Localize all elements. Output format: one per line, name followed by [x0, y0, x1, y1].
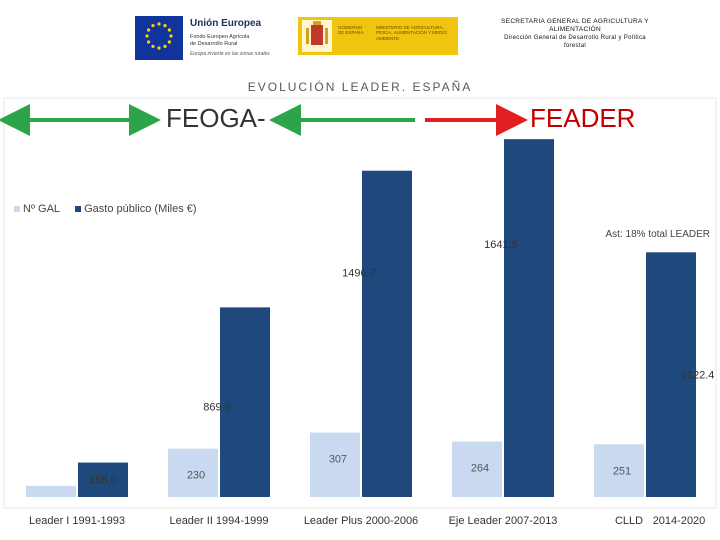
data-label-gal: 251: [613, 465, 631, 477]
ministry-line-4: forestal: [563, 42, 587, 49]
eu-title: Unión Europea: [190, 18, 262, 29]
bar-gal: [168, 448, 218, 497]
bar-gasto: [504, 139, 554, 497]
legend-swatch-gal: [14, 206, 20, 213]
government-name: GOBIERNO DE ESPAÑA: [338, 25, 364, 36]
eu-stars-icon: [145, 22, 173, 50]
legend-swatch-gasto: [75, 206, 82, 213]
feoga-label: FEOGA-: [166, 103, 266, 133]
ministry-line-3: Dirección General de Desarrollo Rural y …: [504, 34, 646, 41]
bar-gal: [26, 485, 76, 497]
bar-gasto: [646, 252, 696, 497]
data-label-gasto: 1122.4: [682, 369, 715, 381]
eu-subtitle-1: Fondo Europeo Agrícola: [190, 34, 250, 40]
data-label-gasto: 1641.5: [484, 239, 518, 251]
eu-subtitle-2: de Desarrollo Rural: [190, 41, 238, 47]
ministry-heading: SECRETARIA GENERAL DE AGRICULTURA Y ALIM…: [490, 18, 660, 50]
chart-legend: Nº GAL Gasto público (Miles €): [14, 203, 209, 215]
data-label-gal: 264: [471, 463, 489, 475]
data-label-gal: 307: [329, 454, 347, 466]
data-label-gal: 230: [187, 470, 205, 482]
eu-flag-icon: [135, 16, 183, 60]
data-label-gasto: 1496.7: [342, 268, 376, 280]
legend-item-gasto: Gasto público (Miles €): [75, 203, 197, 215]
bar-gal: [310, 432, 360, 497]
ministry-line-2: ALIMENTACIÓN: [549, 26, 601, 34]
category-label: Eje Leader 2007-2013: [449, 515, 558, 527]
eu-tagline: Europa invierte en las zonas rurales: [190, 51, 270, 57]
bar-gasto: [78, 462, 128, 497]
bar-gal: [452, 441, 502, 497]
page-title: EVOLUCIÓN LEADER. ESPAÑA: [247, 80, 473, 94]
ministry-line-1: SECRETARIA GENERAL DE AGRICULTURA Y: [501, 18, 649, 25]
category-label: 2014-2020: [653, 515, 706, 527]
eu-logo: Unión Europea Fondo Europeo Agrícola de …: [135, 16, 273, 60]
government-logo: GOBIERNO DE ESPAÑA MINISTERIO DE AGRICUL…: [298, 17, 458, 55]
bar-gasto: [362, 170, 412, 497]
bar-gasto: [220, 307, 270, 497]
category-label: CLLD: [615, 515, 643, 527]
bar-gal: [594, 444, 644, 497]
legend-item-gal: Nº GAL: [14, 203, 60, 215]
chart-note: Ast: 18% total LEADER: [605, 229, 711, 240]
feader-label: FEADER: [530, 103, 636, 133]
category-label: Leader Plus 2000-2006: [304, 515, 418, 527]
data-label-gasto: 158.0: [89, 475, 117, 487]
legend-label-gasto: Gasto público (Miles €): [84, 203, 197, 215]
legend-label-gal: Nº GAL: [23, 203, 61, 215]
spain-crest-icon: [302, 20, 332, 52]
ministry-name: MINISTERIO DE AGRICULTURA, PESCA, ALIMEN…: [376, 25, 448, 41]
chart-frame: [3, 97, 717, 509]
data-label-gasto: 869.8: [203, 401, 231, 413]
category-label: Leader II 1994-1999: [169, 515, 268, 527]
category-label: Leader I 1991-1993: [29, 515, 125, 527]
